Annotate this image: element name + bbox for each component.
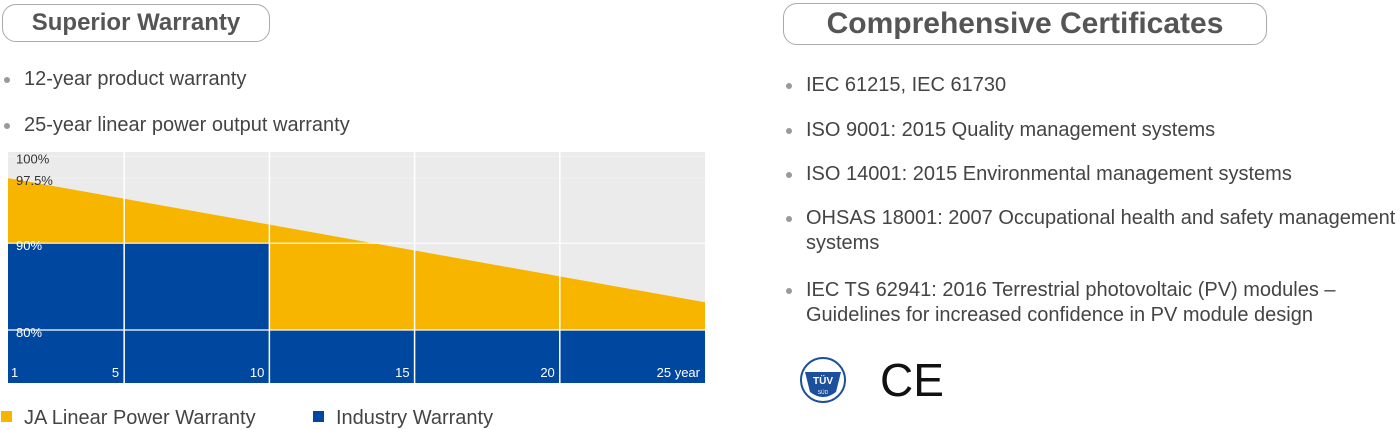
- tuv-logo: TÜV SÜD: [800, 357, 846, 403]
- x-tick-label: 25 year: [657, 365, 701, 380]
- ce-logo: CE: [880, 354, 944, 406]
- section-title: Superior Warranty: [2, 4, 270, 42]
- bullet: ISO 9001: 2015 Quality management system…: [786, 118, 1396, 143]
- legend-label: Industry Warranty: [336, 407, 493, 429]
- bullet: IEC 61215, IEC 61730: [786, 73, 1396, 98]
- legend-label: JA Linear Power Warranty: [24, 407, 256, 429]
- y-tick-label: 80%: [16, 325, 42, 340]
- area: [8, 243, 705, 383]
- y-tick-label: 100%: [16, 151, 50, 166]
- x-tick-label: 5: [112, 365, 119, 380]
- logo-text: TÜV: [813, 374, 833, 387]
- x-tick-label: 20: [540, 365, 554, 380]
- bullet: 12-year product warranty: [3, 68, 247, 90]
- y-tick-label: 97.5%: [16, 173, 53, 188]
- y-tick-label: 90%: [16, 238, 42, 253]
- legend-swatch: [313, 411, 324, 422]
- legend-swatch: [1, 411, 12, 422]
- section-title: Comprehensive Certificates: [783, 3, 1267, 45]
- bullet: 25-year linear power output warranty: [4, 114, 350, 136]
- bullet: ISO 14001: 2015 Environmental management…: [786, 162, 1396, 187]
- bullet: OHSAS 18001: 2007 Occupational health an…: [786, 207, 1396, 254]
- x-tick-label: 15: [395, 365, 409, 380]
- x-tick-label: 10: [250, 365, 264, 380]
- x-tick-label: 1: [11, 365, 18, 380]
- logo-text: SÜD: [818, 389, 829, 396]
- bullet: IEC TS 62941: 2016 Terrestrial photovolt…: [786, 278, 1396, 328]
